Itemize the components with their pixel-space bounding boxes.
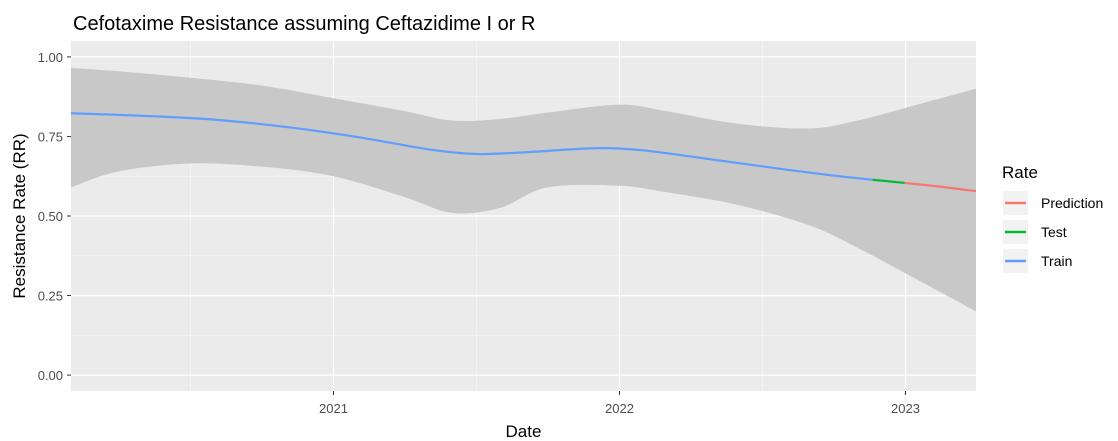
legend-items: Prediction Test Train	[1003, 191, 1103, 273]
x-tick-label: 2022	[605, 401, 634, 416]
legend-label: Prediction	[1041, 195, 1103, 211]
legend: Rate Prediction Test Train	[1002, 163, 1103, 273]
series-lines	[70, 112, 977, 193]
series-line-test	[872, 178, 905, 185]
legend-title: Rate	[1002, 163, 1038, 182]
x-axis-ticks: 2021 2022 2023	[319, 391, 920, 416]
y-axis-ticks: 0.00 0.25 0.50 0.75 1.00	[38, 50, 71, 383]
legend-label: Train	[1041, 253, 1072, 269]
legend-label: Test	[1041, 224, 1067, 240]
y-axis-title: Resistance Rate (RR)	[10, 133, 29, 298]
x-tick-label: 2023	[891, 401, 920, 416]
x-tick-label: 2021	[319, 401, 348, 416]
series-line-prediction	[904, 181, 977, 193]
series-line-train	[70, 112, 873, 181]
chart-title: Cefotaxime Resistance assuming Ceftazidi…	[73, 13, 535, 35]
y-tick-label: 0.50	[38, 209, 63, 224]
y-tick-label: 0.75	[38, 129, 63, 144]
y-tick-label: 0.25	[38, 289, 63, 304]
x-axis-title: Date	[506, 422, 542, 441]
y-tick-label: 0.00	[38, 368, 63, 383]
y-tick-label: 1.00	[38, 50, 63, 65]
